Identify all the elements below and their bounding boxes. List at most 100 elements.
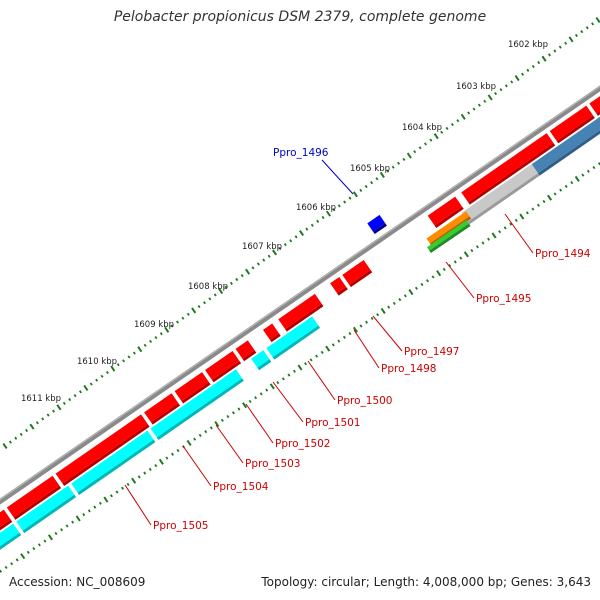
tick-mark	[137, 475, 141, 479]
feature-block[interactable]	[426, 220, 471, 254]
tick-mark	[325, 210, 331, 217]
cds-gene-edge	[0, 519, 13, 531]
cds-gene-body	[235, 340, 255, 359]
tick-mark	[287, 373, 291, 377]
cds-gene-body	[0, 509, 11, 527]
tick-mark	[375, 177, 379, 181]
tick-mark	[498, 230, 502, 234]
feature-block[interactable]	[461, 164, 540, 225]
tick-mark	[105, 370, 109, 375]
gene-label-ppro-1494[interactable]: Ppro_1494	[504, 213, 591, 260]
tick-mark	[214, 421, 220, 428]
tick-mark	[89, 382, 93, 386]
tick-mark	[121, 486, 125, 490]
feature-block-edge	[0, 532, 22, 550]
gene-label-ppro-1505[interactable]: Ppro_1505	[124, 484, 208, 532]
tick-mark	[43, 539, 47, 543]
cds-gene[interactable]	[461, 133, 556, 205]
cds-gene[interactable]	[6, 475, 62, 520]
tick-mark	[453, 260, 457, 264]
cds-gene-body	[205, 350, 240, 380]
tick-mark	[445, 126, 449, 131]
tick-mark	[510, 80, 514, 84]
tick-mark	[276, 380, 280, 385]
feature-block-body	[461, 164, 538, 222]
feature-block[interactable]	[531, 115, 600, 176]
gene-label-ppro-1502[interactable]: Ppro_1502	[245, 403, 330, 450]
cds-gene-edge	[150, 403, 181, 425]
feature-block[interactable]	[16, 485, 77, 534]
gene-label-ppro-1498[interactable]: Ppro_1498	[353, 329, 436, 375]
tick-mark	[176, 448, 180, 453]
gene-label-ppro-1496[interactable]: Ppro_1496	[273, 147, 354, 195]
tick-mark	[509, 222, 513, 226]
gene-label-ppro-1503[interactable]: Ppro_1503	[215, 424, 300, 470]
gene-label-text: Ppro_1503	[245, 458, 300, 470]
tick-mark	[352, 191, 358, 198]
cds-gene[interactable]	[55, 414, 150, 486]
feature-block-body	[426, 220, 469, 251]
tick-mark	[342, 335, 346, 339]
inner-tick-ring	[0, 162, 600, 573]
cds-gene-edge	[556, 115, 595, 144]
tick-mark	[547, 53, 551, 57]
cds-gene[interactable]	[174, 372, 211, 404]
tick-mark	[472, 107, 476, 111]
tick-mark	[320, 350, 324, 355]
cds-gene[interactable]	[144, 393, 181, 425]
cds-gene-edge	[181, 381, 211, 404]
cds-gene[interactable]	[0, 509, 13, 531]
cds-gene[interactable]	[589, 95, 600, 116]
feature-block-body	[0, 523, 20, 547]
feature-block[interactable]	[71, 430, 156, 495]
tick-mark	[224, 285, 228, 289]
tick-mark	[78, 390, 82, 394]
leader-line	[372, 315, 403, 352]
tick-mark	[343, 200, 347, 204]
tick-mark	[487, 237, 491, 241]
gene-label-ppro-1504[interactable]: Ppro_1504	[182, 445, 269, 493]
tick-mark	[467, 111, 471, 115]
tick-mark	[159, 332, 163, 336]
gene-label-ppro-1500[interactable]: Ppro_1500	[307, 360, 392, 407]
feature-block-body	[426, 211, 470, 244]
gene-label-ppro-1495[interactable]: Ppro_1495	[445, 261, 531, 305]
cds-gene[interactable]	[342, 260, 373, 288]
gene-label-text: Ppro_1497	[404, 346, 459, 358]
cds-gene[interactable]	[549, 105, 595, 144]
cds-gene[interactable]	[278, 293, 324, 332]
tick-mark	[278, 246, 282, 251]
gene-label-ppro-1501[interactable]: Ppro_1501	[272, 381, 360, 429]
cds-gene[interactable]	[330, 276, 348, 296]
tick-mark	[82, 513, 86, 517]
selected-gene[interactable]	[367, 214, 387, 235]
feature-block[interactable]	[251, 350, 272, 371]
tick-mark	[321, 215, 325, 220]
kbp-tick-label: 1605 kbp	[350, 164, 390, 174]
cds-gene[interactable]	[263, 323, 281, 343]
leader-line	[124, 484, 152, 526]
tick-mark	[213, 293, 217, 297]
cds-gene[interactable]	[427, 196, 464, 228]
tick-mark	[202, 301, 206, 305]
tick-mark	[248, 399, 252, 404]
tick-mark	[240, 274, 244, 278]
tick-mark	[365, 320, 369, 324]
feature-block[interactable]	[150, 369, 244, 441]
tick-mark	[424, 142, 427, 146]
gene-label-text: Ppro_1495	[476, 293, 531, 305]
feature-block[interactable]	[266, 316, 321, 360]
gene-label-ppro-1497[interactable]: Ppro_1497	[372, 315, 459, 358]
cds-gene[interactable]	[235, 340, 257, 362]
tick-mark	[380, 307, 386, 314]
tick-mark	[35, 421, 39, 425]
tick-mark	[547, 194, 553, 201]
tick-mark	[331, 343, 335, 347]
tick-mark	[370, 181, 374, 185]
kbp-tick-label: 1610 kbp	[77, 357, 117, 367]
gene-label-text: Ppro_1501	[305, 417, 360, 429]
tick-mark	[459, 256, 463, 260]
tick-mark	[2, 442, 8, 450]
feature-block[interactable]	[0, 523, 22, 550]
cds-gene[interactable]	[205, 350, 242, 383]
